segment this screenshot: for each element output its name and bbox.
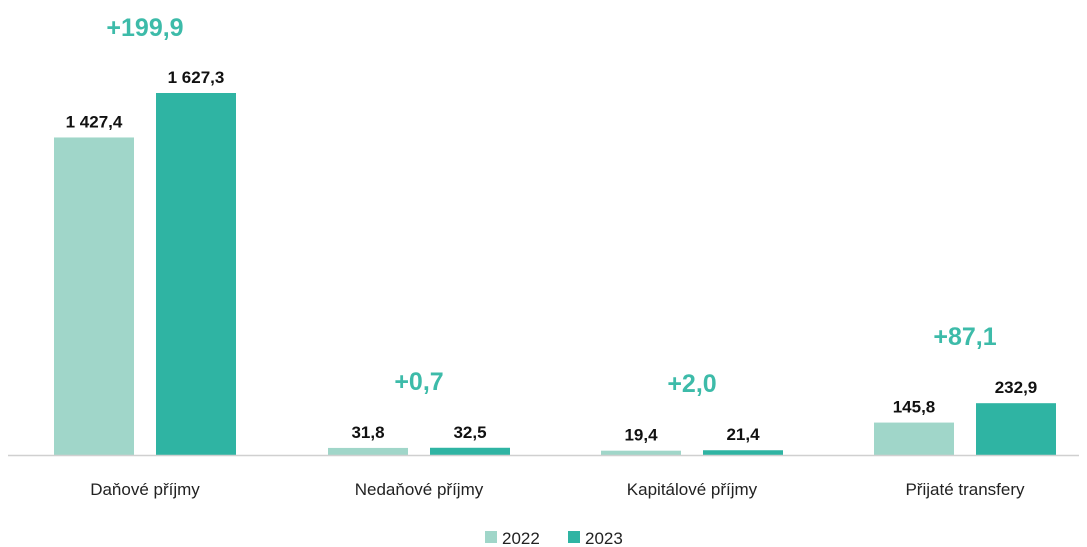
difference-label-4: +87,1 bbox=[933, 323, 996, 351]
data-label-2023-2: 32,5 bbox=[453, 423, 486, 442]
legend-label-2022: 2022 bbox=[502, 529, 540, 547]
bars-layer bbox=[54, 93, 1056, 455]
bar-2023-3 bbox=[703, 450, 783, 455]
bar-2023-1 bbox=[156, 93, 236, 455]
data-label-2022-2: 31,8 bbox=[351, 423, 384, 442]
bar-2022-1 bbox=[54, 137, 134, 455]
data-label-2022-3: 19,4 bbox=[624, 426, 658, 445]
value-labels-layer: 1 427,4 1 627,3 +199,9 31,8 32,5 +0,7 19,4 21,4… bbox=[66, 14, 1038, 445]
bar-2023-4 bbox=[976, 403, 1056, 455]
data-label-2023-1: 1 627,3 bbox=[168, 68, 225, 87]
category-label-1: Daňové příjmy bbox=[90, 480, 200, 499]
legend: 2022 2023 bbox=[485, 529, 623, 547]
data-label-2022-1: 1 427,4 bbox=[66, 112, 123, 131]
legend-label-2023: 2023 bbox=[585, 529, 623, 547]
category-labels-layer: Daňové příjmy Nedaňové příjmy Kapitálové p… bbox=[90, 480, 1025, 499]
data-label-2023-4: 232,9 bbox=[995, 378, 1038, 397]
bar-2023-2 bbox=[430, 447, 510, 455]
data-label-2023-3: 21,4 bbox=[726, 425, 760, 444]
category-label-3: Kapitálové příjmy bbox=[627, 480, 758, 499]
bar-2022-4 bbox=[874, 422, 954, 455]
bar-2022-2 bbox=[328, 447, 408, 455]
difference-label-2: +0,7 bbox=[394, 368, 443, 396]
difference-label-3: +2,0 bbox=[667, 370, 716, 398]
legend-swatch-2023 bbox=[568, 531, 580, 543]
difference-label-1: +199,9 bbox=[106, 14, 183, 42]
bar-2022-3 bbox=[601, 450, 681, 455]
category-label-2: Nedaňové příjmy bbox=[355, 480, 484, 499]
category-label-4: Přijaté transfery bbox=[905, 480, 1025, 499]
legend-swatch-2022 bbox=[485, 531, 497, 543]
data-label-2022-4: 145,8 bbox=[893, 398, 936, 417]
